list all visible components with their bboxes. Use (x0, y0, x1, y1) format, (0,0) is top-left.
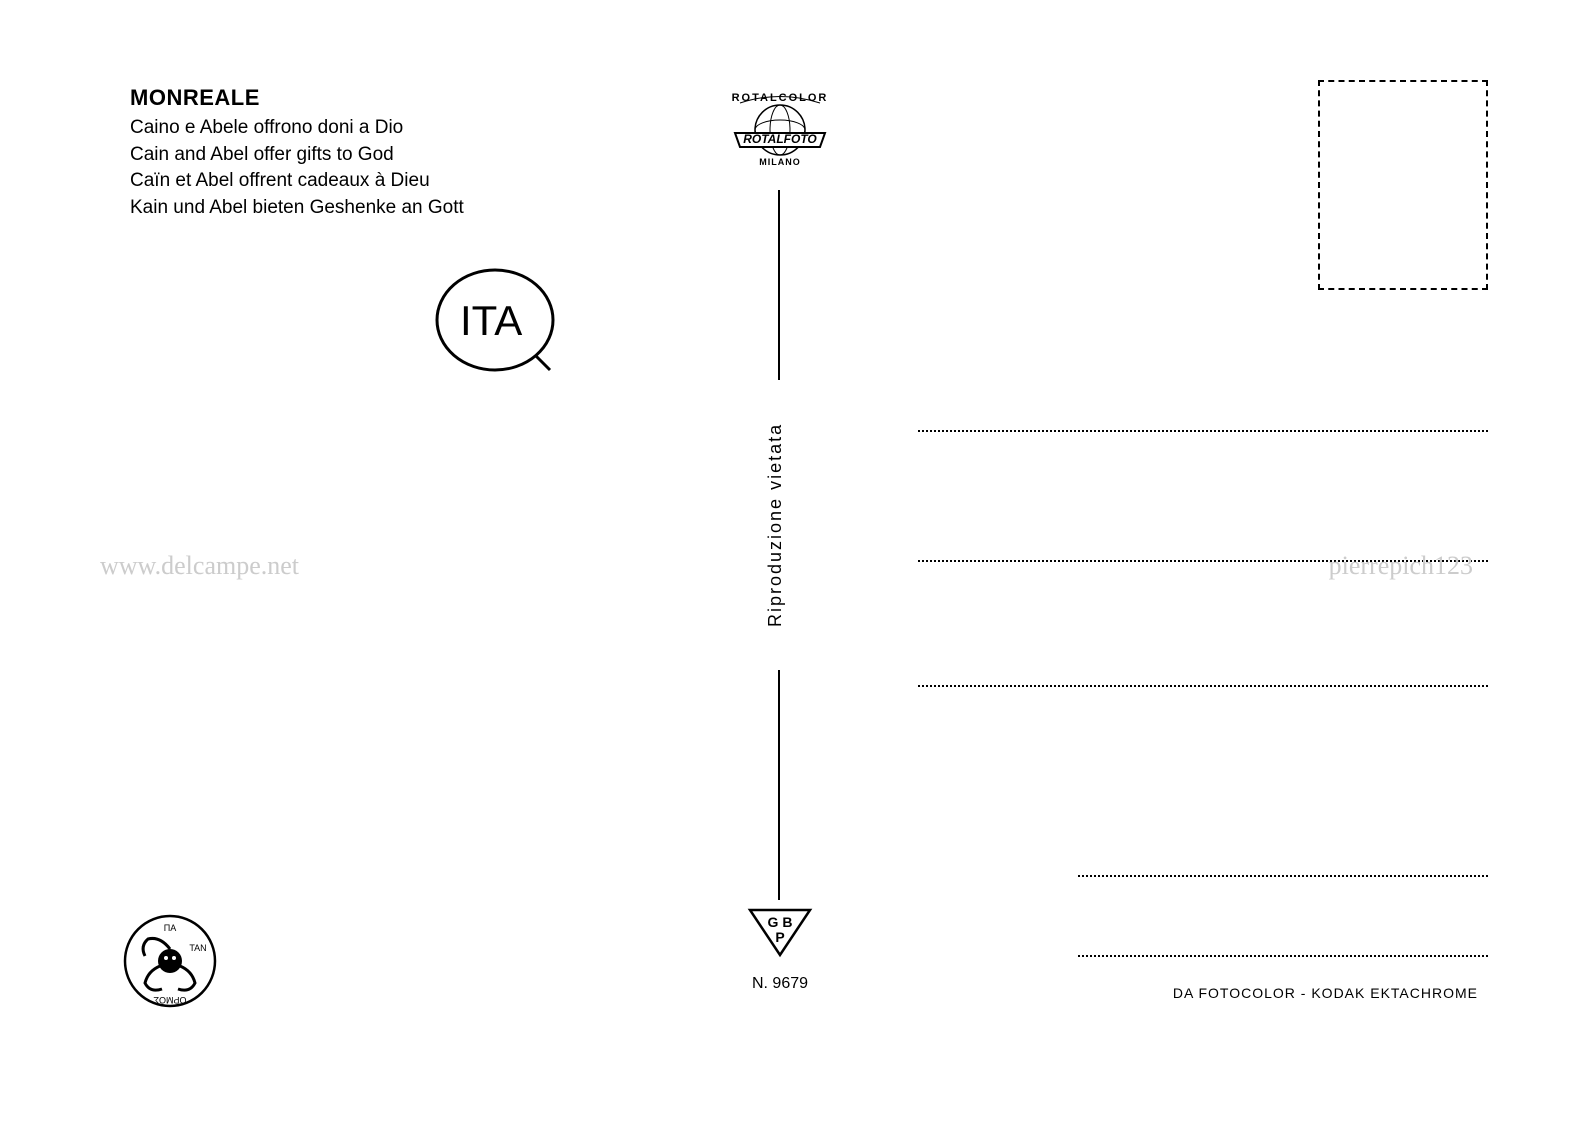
svg-text:ΠΑ: ΠΑ (164, 923, 177, 933)
gbp-triangle-logo: G B P (745, 905, 815, 965)
caption-german: Kain und Abel bieten Geshenke an Gott (130, 195, 464, 222)
watermark-right: pierrepich123 (1329, 551, 1473, 581)
title-block: MONREALE Caino e Abele offrono doni a Di… (130, 85, 464, 221)
handwritten-annotation: ITA (430, 265, 560, 380)
svg-text:ΟΡΜΟΣ: ΟΡΜΟΣ (153, 995, 187, 1005)
svg-text:P: P (775, 929, 784, 945)
publisher-logo: ROTALCOLOR ROTALFOTO MILANO (720, 85, 840, 185)
stamp-placeholder (1318, 80, 1488, 290)
trinacria-emblem: ΠΑ TAN ΟΡΜΟΣ (120, 911, 220, 1011)
svg-text:MILANO: MILANO (759, 157, 801, 167)
postcard-back: MONREALE Caino e Abele offrono doni a Di… (0, 0, 1573, 1131)
svg-text:ITA: ITA (460, 297, 522, 344)
address-line-1 (918, 430, 1488, 432)
svg-text:ROTALFOTO: ROTALFOTO (743, 132, 817, 146)
svg-text:ROTALCOLOR: ROTALCOLOR (732, 92, 829, 104)
svg-text:G B: G B (768, 914, 793, 930)
watermark-left: www.delcampe.net (100, 551, 299, 581)
address-line-5 (1078, 955, 1488, 957)
divider-line-bottom (778, 670, 780, 900)
caption-italian: Caino e Abele offrono doni a Dio (130, 115, 464, 142)
svg-text:TAN: TAN (189, 943, 206, 953)
caption-french: Caïn et Abel offrent cadeaux à Dieu (130, 168, 464, 195)
catalog-number: N. 9679 (745, 975, 815, 993)
postcard-title: MONREALE (130, 85, 464, 111)
divider-line-top (778, 190, 780, 380)
address-line-3 (918, 685, 1488, 687)
footer-credit: DA FOTOCOLOR - KODAK EKTACHROME (1173, 985, 1478, 1001)
address-line-4 (1078, 875, 1488, 877)
caption-english: Cain and Abel offer gifts to God (130, 142, 464, 169)
reproduction-notice: Riproduzione vietata (765, 385, 786, 665)
